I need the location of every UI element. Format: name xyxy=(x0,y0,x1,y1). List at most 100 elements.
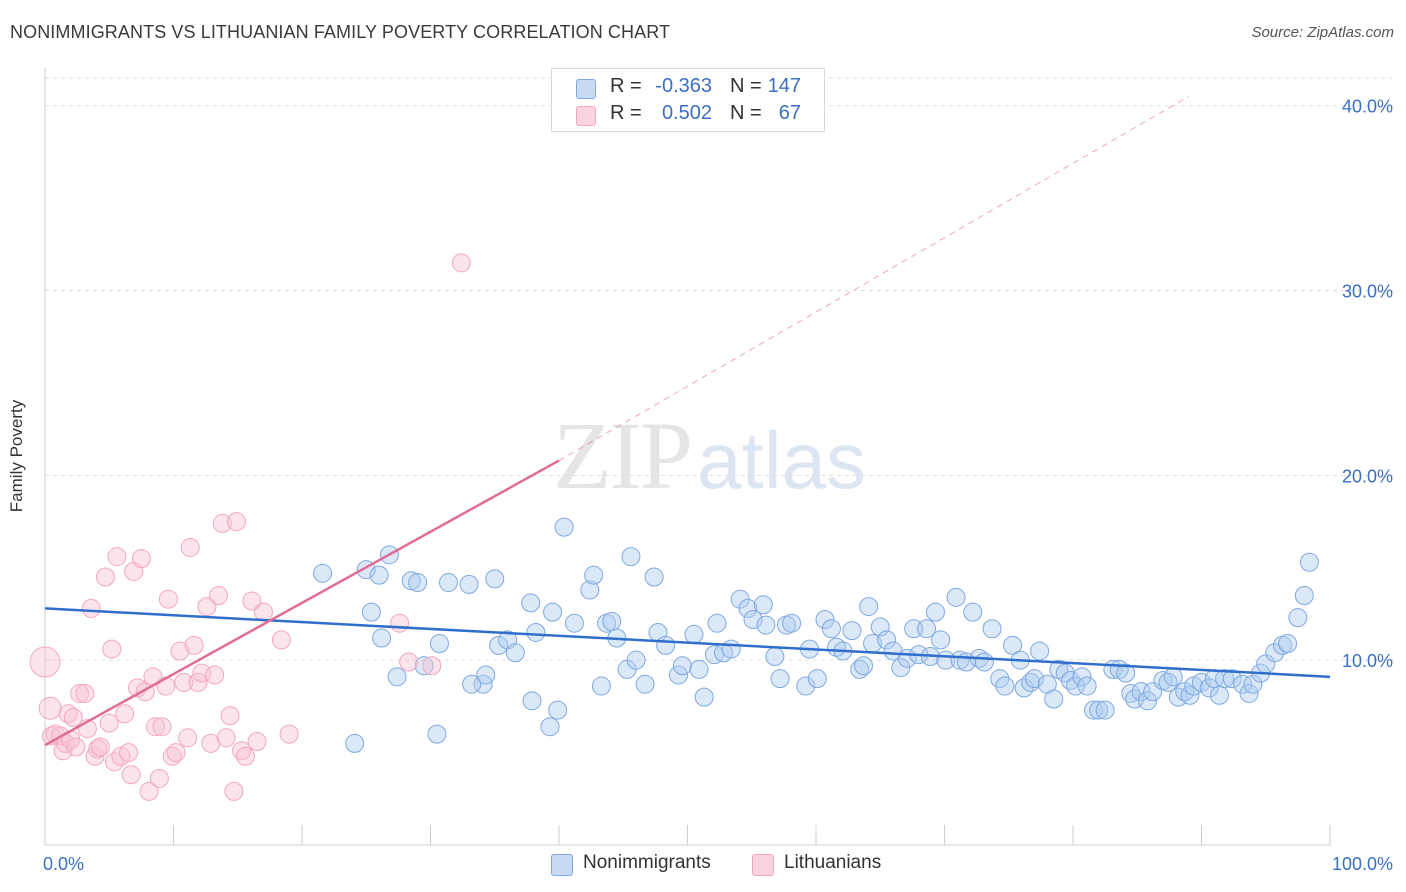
nonimmigrant-point xyxy=(1265,643,1285,663)
lithuanian-point xyxy=(29,646,61,678)
nonimmigrant-point xyxy=(756,615,776,635)
nonimmigrant-point xyxy=(602,611,622,631)
watermark-atlas: atlas xyxy=(697,416,866,505)
lithuanian-point xyxy=(247,732,267,752)
nonimmigrant-point xyxy=(621,547,641,567)
nonimmigrant-point xyxy=(635,674,655,694)
nonimmigrant-point xyxy=(931,630,951,650)
nonimmigrant-point xyxy=(313,563,333,583)
legend-swatch-blue xyxy=(551,854,573,876)
lithuanian-point xyxy=(66,737,86,757)
nonimmigrant-point xyxy=(782,613,802,633)
lithuanian-point xyxy=(180,537,200,557)
nonimmigrant-point xyxy=(1138,691,1158,711)
lithuanian-point xyxy=(178,728,198,748)
lithuanian-point xyxy=(208,585,228,605)
nonimmigrant-point xyxy=(526,622,546,642)
nonimmigrant-point xyxy=(796,676,816,696)
lithuanian-point xyxy=(85,746,105,766)
nonimmigrant-point xyxy=(807,669,827,689)
nonimmigrant-point xyxy=(540,717,560,737)
nonimmigrant-point xyxy=(473,674,493,694)
gridlines xyxy=(45,77,1395,661)
nonimmigrant-point xyxy=(564,613,584,633)
y-axis-label: Family Poverty xyxy=(7,399,26,513)
lithuanian-point xyxy=(184,635,204,655)
lithuanian-point xyxy=(212,513,232,533)
lithuanian-point xyxy=(156,676,176,696)
r-label: R = xyxy=(610,102,642,124)
lithuanian-point xyxy=(152,717,172,737)
nonimmigrant-point xyxy=(521,593,541,613)
lithuanian-point xyxy=(158,589,178,609)
lithuanian-point xyxy=(188,672,208,692)
lithuanian-point xyxy=(38,696,62,720)
lithuanian-point xyxy=(216,728,236,748)
nonimmigrant-point xyxy=(387,667,407,687)
nonimmigrant-point xyxy=(743,610,763,630)
nonimmigrant-point xyxy=(1158,672,1178,692)
nonimmigrant-point xyxy=(815,610,835,630)
nonimmigrant-point xyxy=(1066,676,1086,696)
nonimmigrant-point xyxy=(414,656,434,676)
nonimmigrant-point xyxy=(476,665,496,685)
nonimmigrant-point xyxy=(1003,635,1023,655)
nonimmigrant-point xyxy=(427,724,447,744)
nonimmigrant-point xyxy=(1077,676,1097,696)
correlation-legend: R = -0.363 N = 147 R = 0.502 N = 67 xyxy=(551,68,825,132)
nonimmigrant-point xyxy=(877,630,897,650)
nonimmigrant-point xyxy=(946,587,966,607)
lithuanian-point xyxy=(70,683,90,703)
tick-labels: 10.0% 20.0% 30.0% 40.0% 0.0% 100.0% xyxy=(43,97,1393,874)
lithuanian-point xyxy=(451,253,471,273)
lithuanian-point xyxy=(149,768,169,788)
lithuanian-point xyxy=(58,704,78,724)
lithuanian-point xyxy=(220,706,240,726)
nonimmigrant-point xyxy=(462,674,482,694)
lithuanians-points xyxy=(29,253,471,801)
lithuanian-point xyxy=(75,683,95,703)
axes xyxy=(44,68,1331,846)
nonimmigrant-point xyxy=(543,602,563,622)
nonimmigrant-point xyxy=(1209,685,1229,705)
lithuanian-point xyxy=(102,639,122,659)
nonimmigrant-point xyxy=(917,619,937,639)
lithuanian-point xyxy=(271,630,291,650)
nonimmigrant-point xyxy=(1116,663,1136,683)
nonimmigrant-point xyxy=(1288,608,1308,628)
lithuanian-point xyxy=(166,743,186,763)
nonimmigrant-point xyxy=(1024,669,1044,689)
nonimmigrant-point xyxy=(821,619,841,639)
lithuanian-point xyxy=(146,717,166,737)
nonimmigrant-point xyxy=(522,691,542,711)
y-tick-label: 30.0% xyxy=(1342,282,1393,302)
lithuanian-point xyxy=(279,724,299,744)
legend-label: Lithuanians xyxy=(784,852,882,873)
nonimmigrant-point xyxy=(842,621,862,641)
nonimmigrant-point xyxy=(1049,659,1069,679)
lithuanian-point xyxy=(242,591,262,611)
y-tick-label: 10.0% xyxy=(1342,651,1393,671)
nonimmigrant-point xyxy=(995,676,1015,696)
nonimmigrant-point xyxy=(1044,689,1064,709)
legend-label: Nonimmigrants xyxy=(583,852,711,873)
nonimmigrant-point xyxy=(694,687,714,707)
nonimmigrant-point xyxy=(644,567,664,587)
lithuanian-point xyxy=(90,737,110,757)
n-value: 67 xyxy=(778,102,801,124)
lithuanian-point xyxy=(99,713,119,733)
lithuanian-point xyxy=(162,746,182,766)
nonimmigrant-point xyxy=(721,639,741,659)
lithuanians-trend-extension xyxy=(558,96,1189,462)
nonimmigrant-point xyxy=(584,565,604,585)
nonimmigrant-point xyxy=(1163,667,1183,687)
zipatlas-watermark: ZIPatlas xyxy=(553,400,866,511)
nonimmigrant-point xyxy=(489,635,509,655)
lithuanian-point xyxy=(390,613,410,633)
lithuanian-point xyxy=(170,641,190,661)
lithuanian-point xyxy=(235,746,255,766)
lithuanian-point xyxy=(121,765,141,785)
lithuanian-point xyxy=(53,741,73,761)
nonimmigrant-point xyxy=(372,628,392,648)
